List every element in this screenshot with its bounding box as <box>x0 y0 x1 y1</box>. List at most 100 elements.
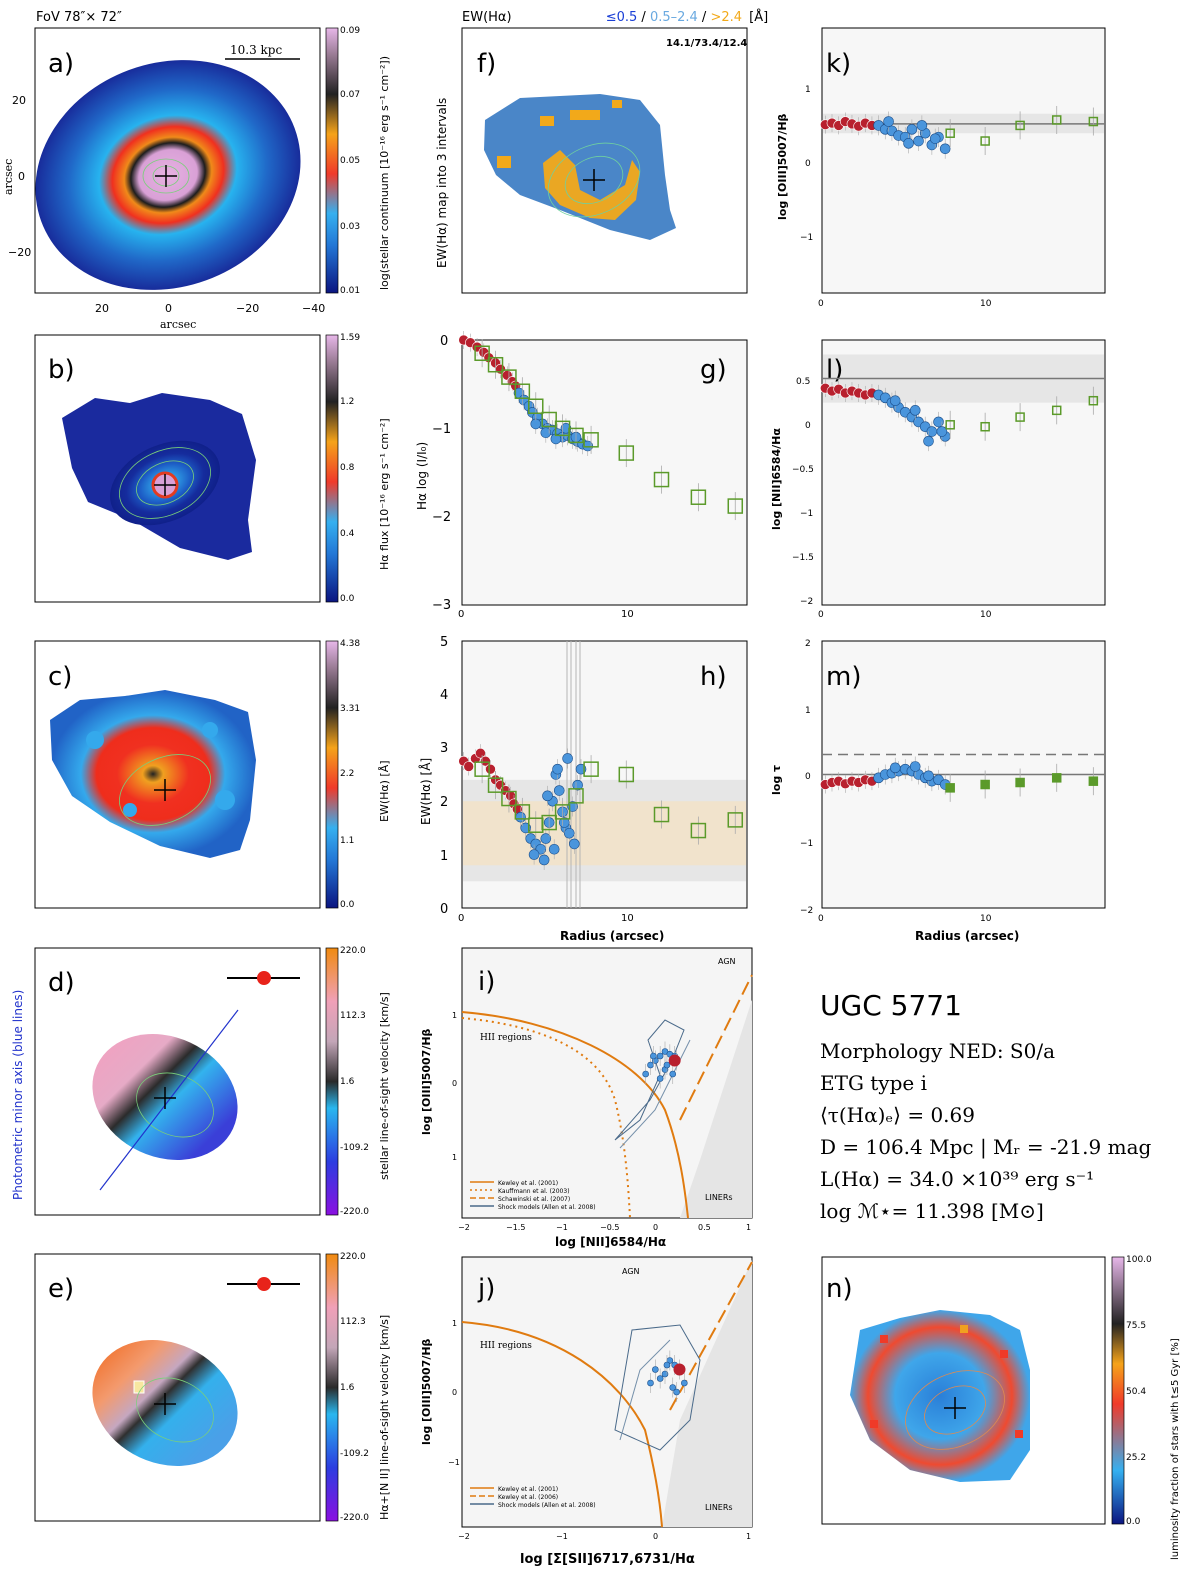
psf-marker <box>257 971 271 985</box>
panel-h-label: h) <box>700 662 727 692</box>
spaxel-point <box>669 1070 677 1078</box>
e-colorbar <box>325 1253 339 1522</box>
g-ylabel: Hα log (I/I₀) <box>415 442 429 510</box>
annulus-marker <box>474 761 490 777</box>
h-ytick: 2 <box>440 795 448 810</box>
n-cb-tick: 100.0 <box>1126 1255 1152 1265</box>
spaxel-point <box>656 1052 664 1060</box>
galaxy-name: UGC 5771 <box>820 989 962 1022</box>
k-ytick: 0 <box>805 159 811 169</box>
panel-b: b) 1.59 1.2 0.8 0.4 0.0 Hα flux [10⁻¹⁶ e… <box>34 333 391 604</box>
spaxel-point <box>540 427 552 439</box>
annulus-marker <box>980 136 990 146</box>
panel-l: l) 0.5 0 −0.5 −1 −1.5 −2 0 10 log [NII]6… <box>770 339 1106 620</box>
panel-g: g) 0 −1 −2 −3 0 10 Hα log (I/I₀) <box>415 331 748 620</box>
b-cb-tick: 0.0 <box>340 594 355 604</box>
tau-value: ⟨τ(Hα)ₑ⟩ = 0.69 <box>820 1103 975 1127</box>
a-colorbar <box>325 27 339 294</box>
ew-percentages: 14.1/73.4/12.4 <box>666 38 747 49</box>
g-ytick: −3 <box>432 598 451 613</box>
panel-m-label: m) <box>826 662 861 692</box>
kewley-sii-curve <box>461 1321 663 1528</box>
a-xtick-1: 0 <box>165 302 172 315</box>
m-ytick: −2 <box>800 906 813 916</box>
l-xtick: 0 <box>818 610 824 620</box>
c-cb-tick: 2.2 <box>340 769 354 779</box>
annulus-marker <box>690 489 707 505</box>
annulus-marker <box>583 761 599 777</box>
j-legend-item: Kewley et al. (2006) <box>498 1494 558 1501</box>
fov-title: FoV 78″× 72″ <box>36 10 122 25</box>
tan-band <box>463 801 746 866</box>
b-cb-tick: 0.8 <box>340 463 355 473</box>
spaxel-point <box>929 133 941 144</box>
spaxel-point <box>656 1375 664 1382</box>
m-ytick: 2 <box>805 639 811 649</box>
a-colorbar-title: log(stellar continuum [10⁻¹⁶ erg s⁻¹ cm⁻… <box>378 56 391 290</box>
n-cb-tick: 50.4 <box>1126 1387 1146 1397</box>
spaxel-point <box>582 440 594 452</box>
i-xtick: −2 <box>458 1223 470 1232</box>
i-xtick: −1 <box>556 1223 568 1232</box>
spaxel-point <box>883 116 894 127</box>
annulus-marker <box>474 345 490 361</box>
l-ytick: −2 <box>800 597 813 607</box>
spaxel-point <box>562 753 573 764</box>
minor-axis-label: Photometric minor axis (blue lines) <box>11 990 25 1200</box>
panel-h: h) 5 4 3 2 1 0 0 10 Radius (arcsec) EW(H… <box>418 635 748 943</box>
j-xtick: −2 <box>458 1532 470 1541</box>
f-ylabel: EW(Hα) map into 3 intervals <box>435 98 449 268</box>
spaxel-point <box>515 811 526 823</box>
annulus-marker <box>1015 120 1025 131</box>
panel-k-label: k) <box>826 49 851 79</box>
a-xtick-2: −20 <box>236 302 259 315</box>
spaxel-point <box>906 124 918 135</box>
a-xtick-3: −40 <box>302 302 325 315</box>
i-xtick: 1 <box>746 1223 751 1232</box>
l-ylabel: log [NII]6584/Hα <box>770 428 783 530</box>
j-xlabel: log [Σ[SII]6717,6731/Hα <box>520 1552 695 1567</box>
i-legend-item: Kauffmann et al. (2003) <box>498 1188 570 1195</box>
m-ytick: 0 <box>805 772 811 782</box>
spaxel-point <box>933 416 944 428</box>
schawinski-line <box>679 974 753 1121</box>
a-cb-tick: 0.03 <box>340 222 360 232</box>
distance-mag: D = 106.4 Mpc | Mᵣ = -21.9 mag <box>820 1135 1151 1160</box>
annulus-marker <box>1051 115 1062 125</box>
spaxel-point <box>656 1075 664 1082</box>
b-cb-tick: 1.2 <box>340 397 354 407</box>
annulus-marker <box>1088 395 1099 406</box>
morphology: Morphology NED: S0/a <box>820 1039 1055 1063</box>
i-legend-item: Schawinski et al. (2007) <box>498 1196 570 1203</box>
spaxel-point <box>647 1061 654 1069</box>
panel-f-label: f) <box>477 49 496 79</box>
j-xtick: 1 <box>746 1532 751 1541</box>
scale-bar-label: 10.3 kpc <box>230 43 282 57</box>
k-ytick: −1 <box>800 233 813 243</box>
etg-type: ETG type i <box>820 1071 927 1095</box>
i-xlabel: log [NII]6584/Hα <box>555 1235 666 1249</box>
ew-title: EW(Hα) ≤0.5 / 0.5–2.4 / >2.4 [Å] <box>462 9 768 25</box>
i-hii-label: HII regions <box>480 1033 532 1043</box>
a-xlabel: arcsec <box>160 318 196 331</box>
annulus-marker <box>487 356 504 373</box>
m-ylabel: log τ <box>770 765 783 795</box>
annulus-marker <box>541 814 557 831</box>
g-xtick: 0 <box>458 609 464 620</box>
spaxel-point <box>530 418 542 430</box>
shock-grid-sii <box>614 1324 701 1451</box>
j-liners-label: LINERs <box>705 1503 733 1512</box>
a-cb-tick: 0.09 <box>340 26 360 36</box>
panel-g-label: g) <box>700 355 727 385</box>
annulus-marker <box>618 445 635 461</box>
a-cb-tick: 0.01 <box>340 286 360 296</box>
annulus-marker <box>618 766 635 783</box>
i-ytick: 1 <box>452 1153 457 1162</box>
i-xtick: −0.5 <box>600 1223 619 1232</box>
spaxel-point <box>650 1052 657 1060</box>
a-ylabel: arcsec <box>2 159 15 195</box>
j-legend-item: Kewley et al. (2001) <box>498 1486 558 1493</box>
i-liners-label: LINERs <box>705 1193 733 1202</box>
c-cb-tick: 4.38 <box>340 639 360 649</box>
annulus-marker <box>1051 773 1062 783</box>
